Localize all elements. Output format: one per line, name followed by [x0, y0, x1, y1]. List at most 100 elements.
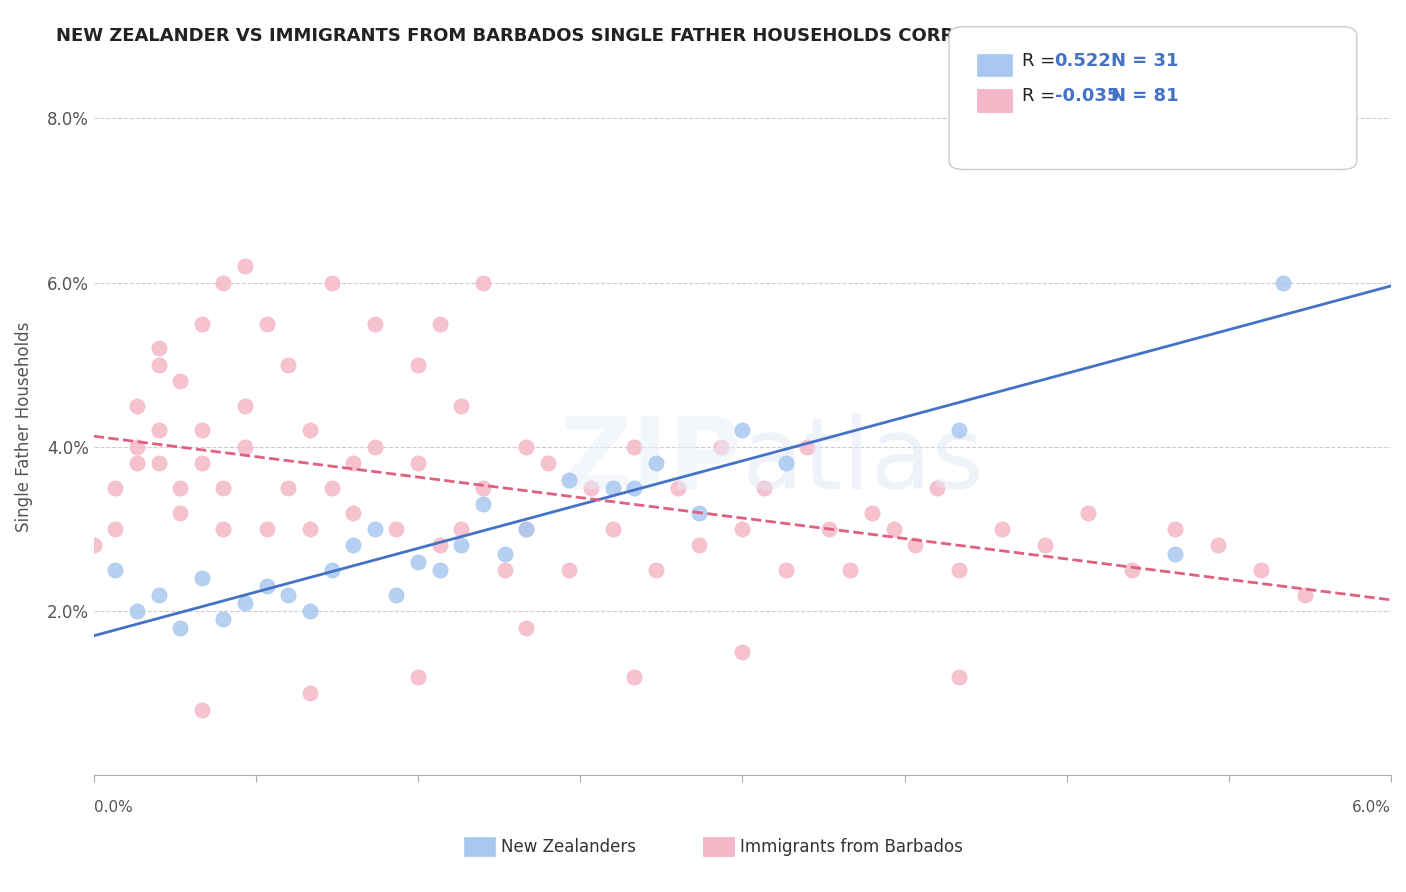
Point [104, 563, 127, 577]
Point [1164, 547, 1187, 561]
Text: ZIP: ZIP [560, 413, 742, 509]
Point [125, 399, 148, 413]
Point [623, 440, 645, 454]
Point [342, 456, 364, 470]
Point [212, 522, 235, 536]
Point [623, 481, 645, 495]
Point [148, 358, 170, 372]
Point [775, 456, 797, 470]
Point [623, 670, 645, 684]
Point [688, 538, 710, 552]
Point [212, 276, 235, 290]
Point [212, 612, 235, 626]
Point [471, 497, 494, 511]
Point [406, 670, 429, 684]
Point [515, 522, 537, 536]
Point [775, 563, 797, 577]
Point [191, 317, 214, 331]
Point [233, 399, 256, 413]
Point [125, 604, 148, 618]
Text: Immigrants from Barbados: Immigrants from Barbados [740, 838, 963, 855]
Point [277, 588, 299, 602]
Point [883, 522, 905, 536]
Point [644, 456, 666, 470]
Point [925, 481, 948, 495]
Point [558, 563, 581, 577]
Point [948, 563, 970, 577]
Point [948, 424, 970, 438]
Point [385, 522, 408, 536]
Point [256, 579, 278, 593]
Point [342, 538, 364, 552]
Point [298, 604, 321, 618]
Point [602, 522, 624, 536]
Point [429, 317, 451, 331]
Text: Source: ZipAtlas.com: Source: ZipAtlas.com [1202, 27, 1350, 41]
Point [212, 481, 235, 495]
Point [731, 522, 754, 536]
Point [191, 571, 214, 585]
Point [406, 456, 429, 470]
Point [752, 481, 775, 495]
Point [321, 563, 343, 577]
Point [818, 522, 841, 536]
Point [558, 473, 581, 487]
Point [191, 703, 214, 717]
Point [298, 522, 321, 536]
Point [494, 563, 516, 577]
Point [148, 588, 170, 602]
Point [233, 596, 256, 610]
Point [860, 506, 883, 520]
Point [450, 399, 472, 413]
Point [537, 456, 560, 470]
Point [731, 645, 754, 659]
Point [1206, 538, 1229, 552]
Point [233, 260, 256, 274]
Point [731, 424, 754, 438]
Text: R =: R = [1022, 87, 1062, 105]
Point [191, 456, 214, 470]
Point [1271, 276, 1294, 290]
Point [471, 276, 494, 290]
Point [256, 522, 278, 536]
Point [321, 276, 343, 290]
Text: 0.522: 0.522 [1054, 52, 1111, 70]
Point [256, 317, 278, 331]
Point [429, 563, 451, 577]
Point [1033, 538, 1056, 552]
Text: 0.0%: 0.0% [94, 800, 132, 815]
Text: -0.035: -0.035 [1054, 87, 1119, 105]
Point [429, 538, 451, 552]
Point [602, 481, 624, 495]
Point [1164, 522, 1187, 536]
Point [83, 538, 105, 552]
Point [298, 424, 321, 438]
Point [104, 481, 127, 495]
Point [125, 440, 148, 454]
Point [125, 456, 148, 470]
Point [904, 538, 927, 552]
Y-axis label: Single Father Households: Single Father Households [15, 321, 32, 532]
Point [579, 481, 602, 495]
Text: N = 31: N = 31 [1111, 52, 1178, 70]
Point [494, 547, 516, 561]
Point [644, 563, 666, 577]
Text: 6.0%: 6.0% [1353, 800, 1391, 815]
Point [104, 522, 127, 536]
Point [796, 440, 818, 454]
Text: N = 81: N = 81 [1111, 87, 1178, 105]
Point [148, 342, 170, 356]
Text: atlas: atlas [742, 413, 984, 509]
Point [277, 358, 299, 372]
Point [233, 440, 256, 454]
Point [321, 481, 343, 495]
Point [148, 456, 170, 470]
Point [169, 481, 191, 495]
Text: R =: R = [1022, 52, 1062, 70]
Point [1077, 506, 1099, 520]
Point [991, 522, 1014, 536]
Point [666, 481, 689, 495]
Point [710, 440, 733, 454]
Point [169, 374, 191, 388]
Point [1294, 588, 1316, 602]
